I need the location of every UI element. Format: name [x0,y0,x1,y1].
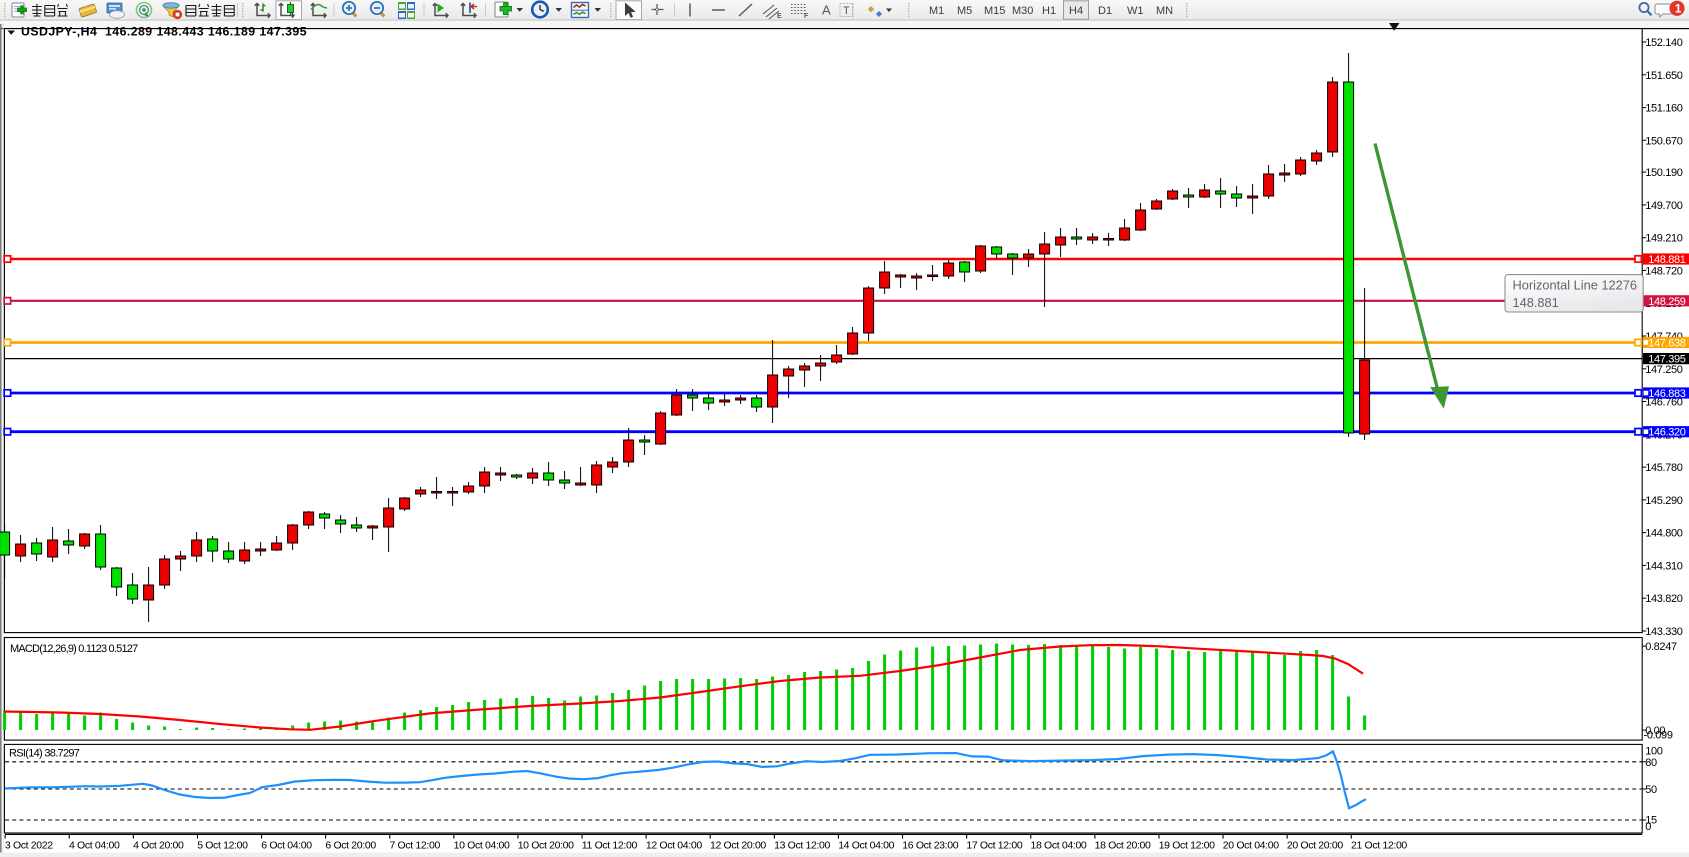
svg-text:W1: W1 [1127,5,1144,17]
svg-text:143.820: 143.820 [1645,593,1683,605]
svg-text:H4: H4 [1069,5,1083,17]
svg-text:11 Oct 12:00: 11 Oct 12:00 [582,840,638,852]
svg-text:1: 1 [1675,2,1682,16]
svg-text:100: 100 [1645,745,1663,757]
svg-text:16 Oct 23:00: 16 Oct 23:00 [902,840,958,852]
svg-text:20 Oct 04:00: 20 Oct 04:00 [1223,840,1279,852]
svg-text:18 Oct 20:00: 18 Oct 20:00 [1095,840,1151,852]
svg-text:14 Oct 04:00: 14 Oct 04:00 [838,840,894,852]
svg-text:12 Oct 04:00: 12 Oct 04:00 [646,840,702,852]
svg-text:7 Oct 12:00: 7 Oct 12:00 [390,840,441,852]
svg-text:146.320: 146.320 [1648,427,1686,439]
svg-text:151.160: 151.160 [1645,103,1683,115]
svg-text:10 Oct 20:00: 10 Oct 20:00 [518,840,574,852]
svg-text:-0.099: -0.099 [1644,730,1673,742]
svg-text:50: 50 [1645,784,1657,796]
svg-text:E: E [777,13,782,20]
svg-text:149.700: 149.700 [1645,200,1683,212]
svg-text:144.800: 144.800 [1645,528,1683,540]
svg-text:6 Oct 04:00: 6 Oct 04:00 [261,840,312,852]
svg-text:15: 15 [1645,814,1657,826]
svg-text:6 Oct 20:00: 6 Oct 20:00 [325,840,376,852]
svg-text:18 Oct 04:00: 18 Oct 04:00 [1031,840,1087,852]
svg-text:146.760: 146.760 [1645,397,1683,409]
svg-text:147.638: 147.638 [1648,338,1686,350]
svg-text:145.780: 145.780 [1645,462,1683,474]
svg-text:21 Oct 12:00: 21 Oct 12:00 [1351,840,1407,852]
svg-text:T: T [843,5,850,17]
svg-text:145.290: 145.290 [1645,495,1683,507]
svg-text:144.310: 144.310 [1645,560,1683,572]
svg-text:148.259: 148.259 [1648,296,1686,308]
svg-text:4 Oct 04:00: 4 Oct 04:00 [69,840,120,852]
svg-text:151.650: 151.650 [1645,70,1683,82]
svg-text:12 Oct 20:00: 12 Oct 20:00 [710,840,766,852]
svg-text:5 Oct 12:00: 5 Oct 12:00 [197,840,248,852]
svg-text:149.210: 149.210 [1645,233,1683,245]
svg-text:4 Oct 20:00: 4 Oct 20:00 [133,840,184,852]
svg-text:148.720: 148.720 [1645,265,1683,277]
svg-text:M5: M5 [957,5,972,17]
svg-text:147.250: 147.250 [1645,364,1683,376]
svg-text:M15: M15 [984,5,1005,17]
svg-text:D1: D1 [1098,5,1112,17]
svg-text:A: A [822,3,831,18]
svg-text:150.190: 150.190 [1645,167,1683,179]
svg-text:20 Oct 20:00: 20 Oct 20:00 [1287,840,1343,852]
svg-text:10 Oct 04:00: 10 Oct 04:00 [454,840,510,852]
svg-text:150.670: 150.670 [1645,135,1683,147]
svg-text:148.881: 148.881 [1648,254,1686,266]
svg-text:M30: M30 [1012,5,1033,17]
svg-text:80: 80 [1645,757,1657,769]
svg-text:RSI(14) 38.7297: RSI(14) 38.7297 [9,748,80,760]
svg-text:F: F [804,13,809,20]
svg-text:147.395: 147.395 [1648,354,1686,366]
svg-text:13 Oct 12:00: 13 Oct 12:00 [774,840,830,852]
svg-text:19 Oct 12:00: 19 Oct 12:00 [1159,840,1215,852]
svg-text:MACD(12,26,9) 0.1123 0.5127: MACD(12,26,9) 0.1123 0.5127 [10,643,138,655]
svg-text:0.00: 0.00 [1645,725,1665,737]
svg-text:3 Oct 2022: 3 Oct 2022 [5,840,53,852]
svg-text:17 Oct 12:00: 17 Oct 12:00 [966,840,1022,852]
svg-text:143.330: 143.330 [1645,626,1683,638]
svg-text:MN: MN [1156,5,1173,17]
svg-text:Horizontal Line 12276: Horizontal Line 12276 [1513,278,1638,293]
svg-text:0: 0 [1645,821,1651,833]
svg-text:M1: M1 [929,5,944,17]
svg-text:146.883: 146.883 [1648,388,1686,400]
svg-text:148.881: 148.881 [1513,295,1559,310]
svg-text:152.140: 152.140 [1645,37,1683,49]
svg-text:USDJPY-,H4 146.289 148.443 14: USDJPY-,H4 146.289 148.443 146.189 147.3… [21,25,307,39]
svg-text:0.8247: 0.8247 [1645,641,1677,653]
svg-text:H1: H1 [1042,5,1056,17]
